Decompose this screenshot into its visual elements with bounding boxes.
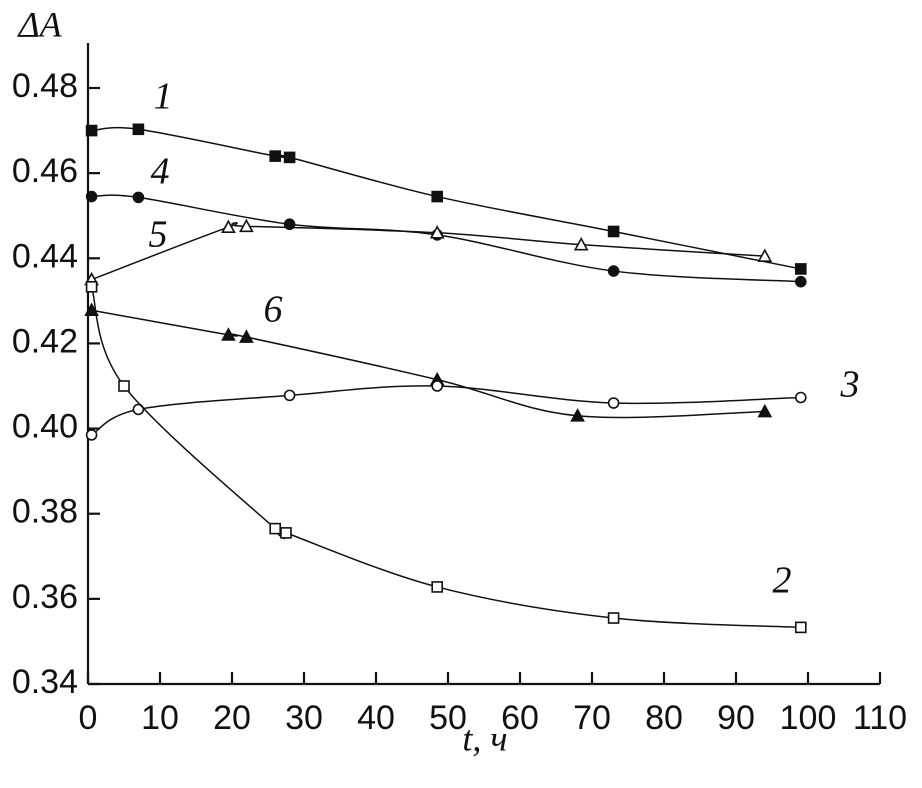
marker bbox=[269, 522, 282, 535]
marker bbox=[221, 327, 236, 341]
marker bbox=[132, 123, 145, 136]
x-axis-label: t, ч bbox=[462, 718, 507, 758]
x-tick-label: 20 bbox=[213, 699, 251, 737]
marker bbox=[607, 612, 620, 624]
y-tick-label: 0.36 bbox=[12, 578, 78, 616]
series-label: 2 bbox=[773, 560, 792, 602]
marker bbox=[283, 151, 296, 164]
series-label: 4 bbox=[151, 151, 170, 193]
y-tick-label: 0.42 bbox=[12, 322, 78, 360]
marker bbox=[570, 408, 585, 422]
marker bbox=[84, 302, 99, 317]
marker bbox=[431, 581, 444, 593]
x-tick-label: 10 bbox=[141, 699, 179, 737]
marker bbox=[431, 380, 444, 392]
y-tick-label: 0.46 bbox=[12, 152, 78, 190]
y-tick-label: 0.38 bbox=[12, 493, 78, 531]
series-line bbox=[91, 126, 801, 270]
x-tick-label: 100 bbox=[780, 699, 837, 737]
series-label: 5 bbox=[149, 214, 168, 256]
marker bbox=[269, 150, 282, 162]
marker bbox=[85, 281, 98, 293]
marker bbox=[221, 219, 236, 234]
marker bbox=[794, 263, 807, 275]
marker bbox=[794, 391, 807, 404]
marker bbox=[573, 236, 589, 251]
marker bbox=[85, 124, 98, 137]
x-tick-label: 70 bbox=[573, 699, 611, 737]
x-tick-label: 80 bbox=[645, 699, 683, 737]
marker bbox=[132, 191, 145, 204]
y-tick-label: 0.40 bbox=[12, 408, 78, 446]
marker bbox=[794, 275, 807, 288]
marker bbox=[239, 329, 254, 343]
marker bbox=[85, 190, 98, 203]
marker bbox=[85, 429, 98, 441]
series-line bbox=[91, 385, 801, 436]
x-tick-label: 110 bbox=[853, 699, 907, 737]
y-tick-label: 0.44 bbox=[12, 237, 78, 275]
marker bbox=[239, 218, 254, 233]
marker bbox=[757, 403, 773, 418]
x-tick-label: 30 bbox=[285, 699, 323, 737]
series-label: 1 bbox=[154, 76, 173, 118]
marker bbox=[283, 389, 296, 402]
x-tick-label: 50 bbox=[429, 699, 467, 737]
marker bbox=[431, 190, 444, 203]
y-axis-label: ΔA bbox=[16, 4, 62, 44]
y-tick-label: 0.48 bbox=[12, 67, 78, 105]
series-line bbox=[91, 309, 765, 419]
x-tick-label: 90 bbox=[717, 699, 755, 737]
marker bbox=[132, 403, 145, 416]
marker bbox=[607, 225, 620, 238]
marker bbox=[118, 380, 130, 392]
marker bbox=[607, 265, 620, 277]
series-label: 6 bbox=[264, 289, 283, 331]
series-label: 3 bbox=[840, 364, 860, 406]
marker bbox=[794, 621, 807, 634]
marker bbox=[607, 397, 620, 409]
x-tick-label: 40 bbox=[357, 699, 395, 737]
x-tick-label: 60 bbox=[501, 699, 539, 737]
series-line bbox=[91, 222, 765, 281]
x-tick-label: 0 bbox=[79, 699, 98, 737]
y-tick-label: 0.34 bbox=[12, 663, 78, 701]
marker bbox=[280, 527, 292, 539]
series-line bbox=[90, 286, 801, 629]
marker bbox=[757, 248, 773, 262]
marker bbox=[429, 225, 445, 239]
